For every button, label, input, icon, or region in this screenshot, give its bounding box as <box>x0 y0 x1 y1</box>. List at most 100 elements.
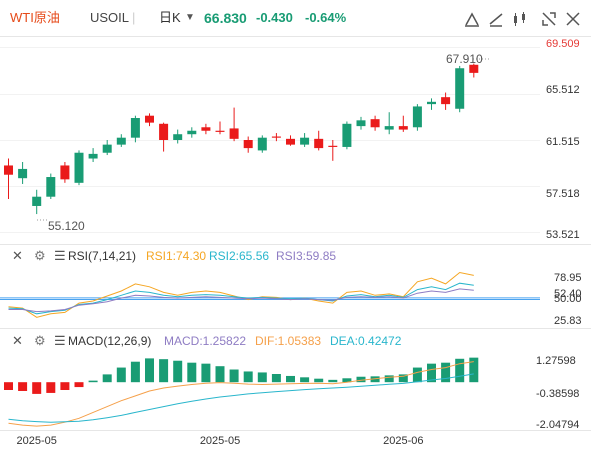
close-icon[interactable] <box>564 10 582 28</box>
rsi-menu-icon[interactable]: ☰ <box>54 248 66 263</box>
macd-bar <box>328 379 338 383</box>
candle-body <box>441 97 451 105</box>
chart-type-icon[interactable] <box>511 10 529 28</box>
macd-bar <box>32 382 42 394</box>
period-dropdown-caret[interactable]: ▼ <box>185 12 195 23</box>
price-tick-2: 65.512 <box>546 84 580 96</box>
dif-line <box>8 361 474 427</box>
macd-bar <box>384 375 394 383</box>
candle-body <box>116 137 126 145</box>
macd-tick-2: -0.38598 <box>536 388 579 400</box>
candle-body <box>286 138 295 145</box>
candle-body <box>130 118 140 138</box>
macd-histogram <box>4 357 479 394</box>
dif-legend: DIF:1.05383 <box>255 334 321 348</box>
dea-legend: DEA:0.42472 <box>330 334 402 348</box>
period-selector[interactable]: 日K <box>159 10 181 25</box>
price-axis: 69.509 65.512 61.515 57.518 53.521 <box>546 38 580 241</box>
price-tick-5: 53.521 <box>546 229 580 241</box>
macd-bar <box>187 362 197 383</box>
macd-bar <box>300 377 310 383</box>
rsi-tick-1: 78.95 <box>554 272 582 284</box>
candle-body <box>32 196 42 206</box>
macd-bar <box>229 369 239 383</box>
macd-bar <box>173 360 183 383</box>
macd-bar <box>469 357 479 383</box>
draw-line-icon[interactable] <box>487 10 505 28</box>
rsi1-legend: RSI1:74.30 <box>146 249 206 263</box>
macd-bar <box>257 372 267 383</box>
low-price-label: 55.120 <box>48 219 85 233</box>
rsi-line-2 <box>8 282 474 315</box>
macd-bar <box>116 367 126 383</box>
macd-bar <box>455 358 465 383</box>
rsi-panel[interactable]: ✕ ⚙ ☰ RSI(7,14,21) RSI1:74.30 RSI2:65.56… <box>0 244 591 328</box>
rsi-lines <box>8 271 474 318</box>
candle-body <box>4 165 13 175</box>
macd-bar <box>342 378 352 383</box>
macd-bar <box>159 359 169 383</box>
rsi-close-icon[interactable]: ✕ <box>12 248 23 263</box>
rsi-line-3 <box>8 288 474 313</box>
macd-bar <box>427 363 436 383</box>
price-grid <box>0 47 540 233</box>
macd-bar <box>356 376 366 383</box>
last-price: 66.830 <box>204 10 247 26</box>
price-change: -0.430 <box>256 10 293 25</box>
macd-bar <box>46 382 56 393</box>
macd-title: MACD(12,26,9) <box>68 334 151 348</box>
time-axis: 2025-05 2025-05 2025-06 <box>0 430 591 447</box>
time-ticks: 2025-05 2025-05 2025-06 <box>17 435 424 447</box>
rsi-tick-4: 25.83 <box>554 315 582 327</box>
price-tick-4: 57.518 <box>546 188 580 200</box>
candle-body <box>46 177 56 197</box>
rsi-title: RSI(7,14,21) <box>68 249 136 263</box>
fullscreen-icon[interactable] <box>540 10 558 28</box>
candle-body <box>18 168 28 179</box>
macd-bar <box>60 382 70 390</box>
candle-body <box>398 126 408 130</box>
candle-body <box>271 136 281 138</box>
candle-body <box>102 144 112 153</box>
candles <box>4 63 479 215</box>
macd-bar <box>18 382 28 391</box>
candle-body <box>88 153 98 159</box>
rsi-tick-2: 52.40 <box>554 288 582 300</box>
candle-body <box>427 101 436 105</box>
macd-panel[interactable]: ✕ ⚙ ☰ MACD(12,26,9) MACD:1.25822 DIF:1.0… <box>0 328 591 430</box>
candle-body <box>159 123 169 140</box>
candle-body <box>145 115 154 123</box>
candle-body <box>257 137 267 151</box>
price-tick-1: 69.509 <box>546 38 580 50</box>
symbol-name[interactable]: WTI原油 <box>10 10 60 25</box>
macd-legend: MACD:1.25822 <box>164 334 246 348</box>
macd-tick-3: -2.04794 <box>536 419 579 430</box>
time-tick-label: 2025-06 <box>383 435 423 447</box>
candle-body <box>314 138 324 149</box>
candle-body <box>187 130 197 135</box>
price-change-percent: -0.64% <box>305 10 347 25</box>
candlestick-chart[interactable]: 69.509 65.512 61.515 57.518 53.521 67.91… <box>0 37 591 243</box>
macd-bar <box>215 366 225 383</box>
candle-body <box>412 106 422 128</box>
chart-header: WTI原油 USOIL | 日K ▼ 66.830 -0.430 -0.64% <box>0 0 591 37</box>
macd-bar <box>370 376 380 383</box>
candle-body <box>243 140 253 149</box>
candle-body <box>455 68 465 109</box>
candle-body <box>370 119 380 128</box>
dea-line <box>8 373 474 423</box>
candle-body <box>215 130 225 132</box>
candle-body <box>201 127 211 131</box>
candle-body <box>342 123 352 147</box>
macd-bar <box>130 361 140 383</box>
header-separator: | <box>132 10 136 25</box>
rsi-settings-icon[interactable]: ⚙ <box>34 248 46 263</box>
macd-bar <box>286 375 295 383</box>
time-tick-label: 2025-05 <box>17 435 57 447</box>
macd-settings-icon[interactable]: ⚙ <box>34 333 46 348</box>
macd-tick-1: 1.27598 <box>536 355 576 367</box>
macd-bar <box>441 362 451 383</box>
macd-menu-icon[interactable]: ☰ <box>54 333 66 348</box>
indicator-settings-icon[interactable] <box>463 10 481 28</box>
macd-close-icon[interactable]: ✕ <box>12 333 23 348</box>
